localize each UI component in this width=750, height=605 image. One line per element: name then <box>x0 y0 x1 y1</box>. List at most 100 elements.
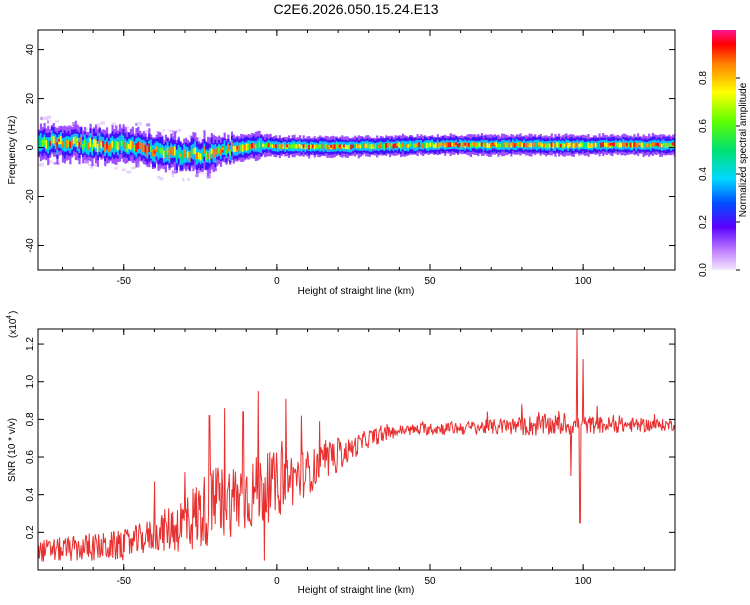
spectrogram-speckle <box>72 122 76 126</box>
spectrogram-speckle <box>190 169 193 172</box>
spectrogram-cell <box>499 143 502 148</box>
spectrogram-cell <box>587 142 590 149</box>
spectrogram-cell <box>87 142 90 150</box>
colorbar-tick-label: 0.6 <box>698 119 709 133</box>
colorbar: 0.0 0.2 0.4 0.6 0.8 Normalized spectral ampl… <box>698 30 749 277</box>
snr-frame <box>37 328 676 571</box>
spectrogram-cell <box>214 149 217 158</box>
spectrogram-cell <box>556 142 559 148</box>
spectrogram-cell <box>572 143 575 149</box>
colorbar-tick-label: 0.8 <box>698 71 709 85</box>
spectrogram-cell <box>409 143 412 147</box>
snr-ytick-label: 1.2 <box>25 337 36 351</box>
spectrogram-cell <box>442 142 445 147</box>
spectrogram-cell <box>332 144 335 150</box>
spectrogram-peak-cell <box>333 144 337 148</box>
spectrogram-cell <box>199 153 202 161</box>
spectrogram-cell <box>262 143 265 147</box>
spectrogram-peak-cell <box>297 144 301 148</box>
spectrogram-cell <box>508 142 511 148</box>
spectrogram-cell <box>39 138 43 147</box>
spectrogram-cell <box>135 143 138 153</box>
spectrogram-cell <box>377 144 381 149</box>
spectrogram-cell <box>653 142 656 147</box>
spectrogram-cell <box>140 143 144 152</box>
spectrogram-peak-cell <box>286 144 290 148</box>
spectrogram-cell <box>45 139 48 149</box>
spectrogram-cell <box>502 142 506 148</box>
spectrogram-cell <box>545 143 548 149</box>
spectrogram-cell <box>473 142 476 147</box>
spectrogram-cell <box>388 144 392 149</box>
spectrogram-peak-cell <box>646 143 650 147</box>
spectrogram-cell <box>128 143 131 150</box>
spectrogram-xlabel: Height of straight line (km) <box>298 286 415 297</box>
spectrogram-cell <box>212 149 215 158</box>
spectrogram-cell <box>622 142 625 147</box>
spectrogram-cell <box>651 142 654 147</box>
spectrogram-peak-cell <box>475 142 479 146</box>
spectrogram-peak-cell <box>155 146 159 150</box>
spectrogram-peak-cell <box>343 144 347 148</box>
spectrogram-cell <box>603 142 607 147</box>
spectrogram-cell <box>94 140 98 148</box>
spectrogram-cell <box>126 143 129 152</box>
spectrogram-speckle <box>138 122 142 126</box>
spectrogram-speckle <box>40 116 43 121</box>
snr-ytick-label: 0.4 <box>25 487 36 501</box>
spectrogram-cell <box>423 142 427 148</box>
spectrogram-cell <box>218 146 221 154</box>
spectrogram-cell <box>137 141 140 150</box>
spectrogram-xtick-label: 100 <box>575 276 592 287</box>
spectrogram-cell <box>129 140 133 150</box>
spectrogram-cell <box>162 150 166 159</box>
spectrogram-speckle <box>177 128 182 132</box>
spectrogram-cell <box>241 144 245 152</box>
spectrogram-cell <box>523 143 526 147</box>
spectrogram-cell <box>201 151 204 159</box>
spectrogram-cell <box>256 142 259 150</box>
spectrogram-cell <box>422 143 425 149</box>
spectrogram-cell <box>535 142 539 148</box>
spectrogram-cell <box>576 142 579 147</box>
spectrogram-cell <box>477 142 480 148</box>
spectrogram-speckle <box>195 174 199 178</box>
spectrogram-peak-cell <box>471 142 475 146</box>
spectrogram-peak-cell <box>528 142 532 146</box>
spectrogram-speckle <box>46 115 52 120</box>
spectrogram-cell <box>434 143 438 149</box>
colorbar-ticks: 0.0 0.2 0.4 0.6 0.8 <box>698 71 740 277</box>
spectrogram-cell <box>280 144 283 150</box>
spectrogram-cell <box>150 146 153 152</box>
spectrogram-band <box>38 115 675 182</box>
spectrogram-peak-cell <box>438 143 442 147</box>
spectrogram-speckle <box>111 122 116 126</box>
spectrogram-cell <box>532 143 535 147</box>
spectrogram-cell <box>570 142 574 148</box>
spectrogram-speckle <box>121 125 124 130</box>
spectrogram-cell <box>668 142 671 147</box>
snr-multiplier-base: (x10 <box>8 318 19 338</box>
spectrogram-peak-cell <box>372 144 376 148</box>
spectrogram-cell <box>181 152 184 162</box>
spectrogram-cell <box>350 144 353 150</box>
snr-ytick-label: 0.2 <box>25 525 36 539</box>
spectrogram-cell <box>660 143 664 148</box>
spectrogram-axes: -50 0 50 100 -40 -20 0 20 40 <box>25 30 676 287</box>
spectrogram-cell <box>480 142 484 147</box>
spectrogram-cell <box>541 143 544 148</box>
spectrogram-peak-cell <box>339 144 343 148</box>
spectrogram-cell <box>207 153 210 159</box>
snr-xtick-label: 100 <box>575 576 592 587</box>
spectrogram-cell <box>445 142 449 148</box>
spectrogram-cell <box>670 143 673 148</box>
spectrogram-cell <box>368 144 371 150</box>
spectrogram-cell <box>267 143 270 148</box>
spectrogram-speckle <box>155 130 159 133</box>
spectrogram-cell <box>521 142 524 148</box>
spectrogram-cell <box>501 142 504 148</box>
spectrogram-cell <box>320 143 324 149</box>
spectrogram-cell <box>453 142 456 147</box>
spectrogram-cell <box>175 153 179 160</box>
spectrogram-cell <box>61 141 65 148</box>
